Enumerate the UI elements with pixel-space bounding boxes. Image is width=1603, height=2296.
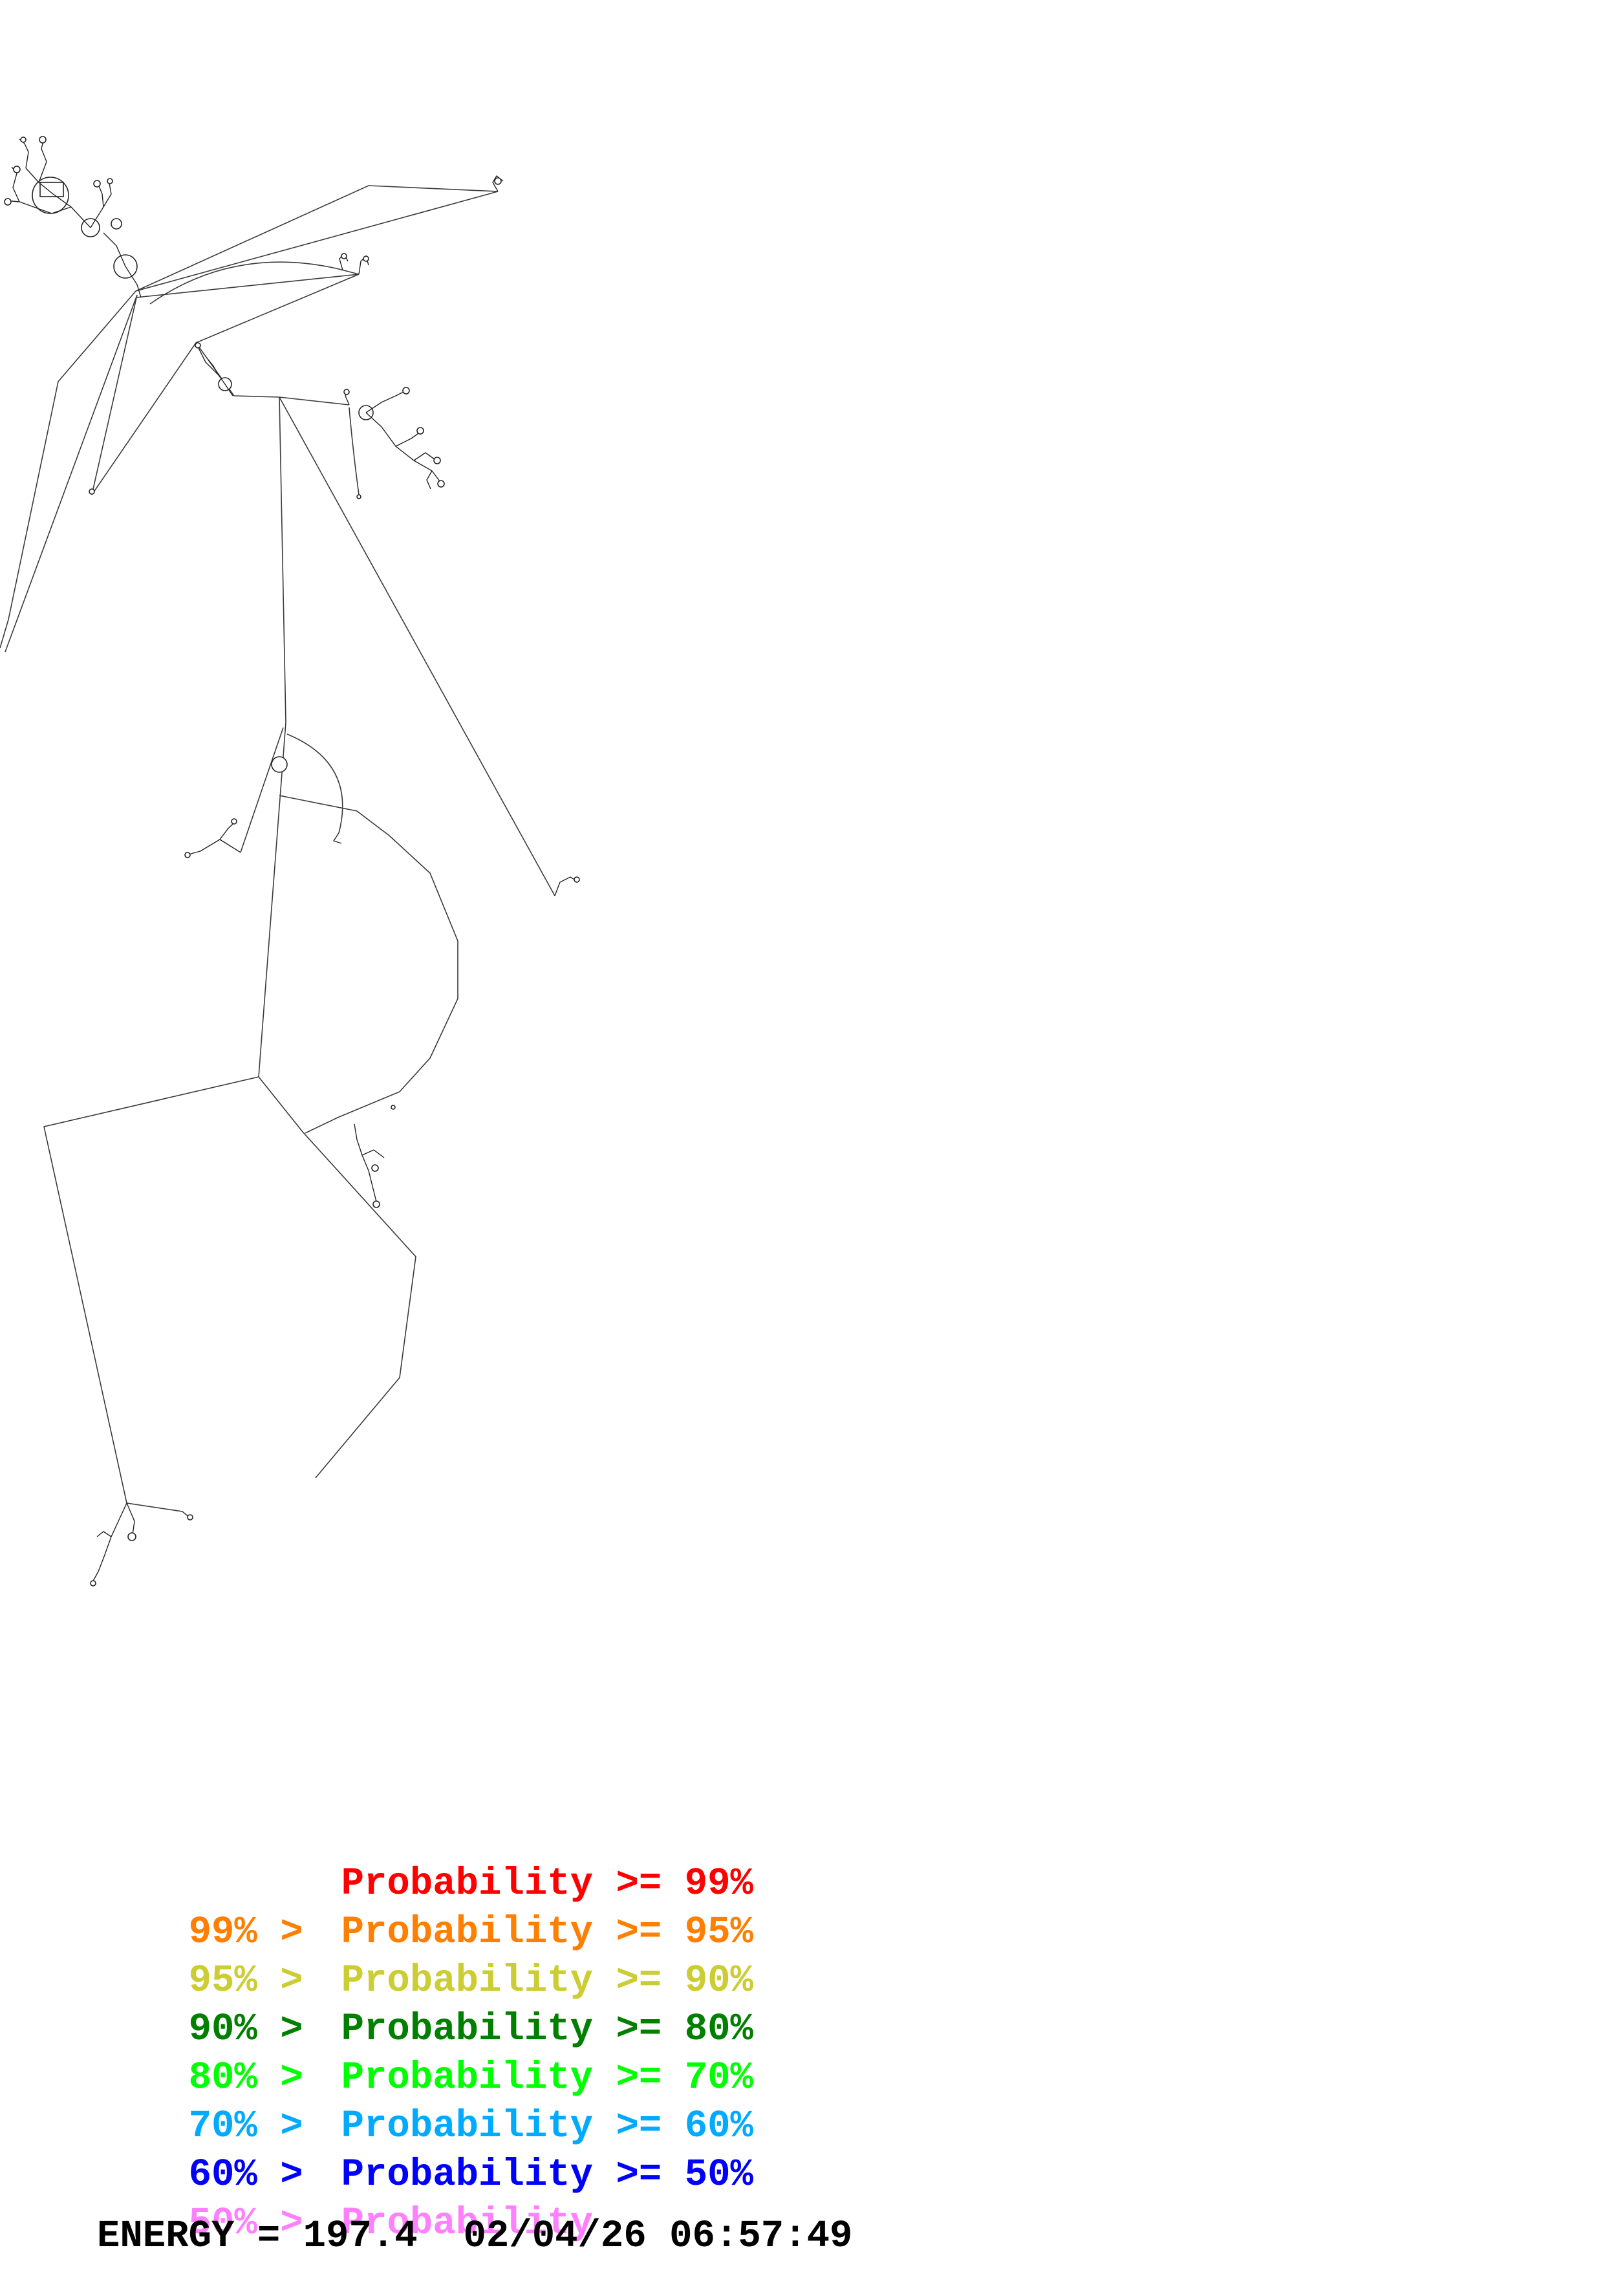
legend-range: Probability >= 50% (341, 2153, 753, 2196)
legend-lower-bound: 99% > (188, 1911, 303, 1954)
helices-top-left (4, 136, 142, 298)
legend-range: Probability (341, 2202, 594, 2245)
legend-entry: 80% > Probability >= 70% (97, 2005, 753, 2099)
legend-lower-bound: 80% > (188, 2056, 303, 2099)
legend-entry: 95% > Probability >= 90% (97, 1908, 753, 2002)
probability-legend: Probability >= 99% 99% > Probability >= 9… (97, 1811, 753, 2245)
legend-entry: 50% > Probability (97, 2150, 753, 2245)
legend-range: Probability >= 95% (341, 1911, 753, 1954)
legend-range: Probability >= 99% (341, 1862, 753, 1905)
legend-range: Probability >= 60% (341, 2105, 753, 2148)
backbone (0, 185, 555, 1519)
helix-upper-middle (339, 252, 369, 275)
timestamp: 02/04/26 06:57:49 (463, 2215, 853, 2258)
legend-entry: 70% > Probability >= 60% (97, 2053, 753, 2148)
legend-range: Probability >= 90% (341, 1959, 753, 2002)
helix-right-tip (554, 876, 580, 896)
legend-entry: 60% > Probability >= 50% (97, 2102, 753, 2196)
legend-entry: 90% > Probability >= 80% (97, 1956, 753, 2051)
legend-entry: Probability >= 99% (97, 1811, 753, 1905)
helix-top-right-end (492, 175, 504, 192)
helices-right-cluster (343, 387, 445, 499)
legend-lower-bound: 70% > (188, 2105, 303, 2148)
helices-bottom-left (90, 1502, 193, 1587)
energy-value: ENERGY = 197.4 (97, 2215, 418, 2258)
helix-left-middle (89, 342, 233, 495)
legend-entry: 99% > Probability >= 95% (97, 1859, 753, 1954)
helices-center (184, 818, 342, 858)
helices-lower-middle (354, 1105, 396, 1208)
energy-footer: ENERGY = 197.4 02/04/26 06:57:49 (97, 2212, 852, 2260)
legend-lower-bound: 50% > (188, 2202, 303, 2245)
legend-lower-bound: 95% > (188, 1959, 303, 2002)
legend-range: Probability >= 80% (341, 2008, 753, 2051)
legend-lower-bound: 60% > (188, 2153, 303, 2196)
legend-lower-bound: 90% > (188, 2008, 303, 2051)
legend-range: Probability >= 70% (341, 2056, 753, 2099)
